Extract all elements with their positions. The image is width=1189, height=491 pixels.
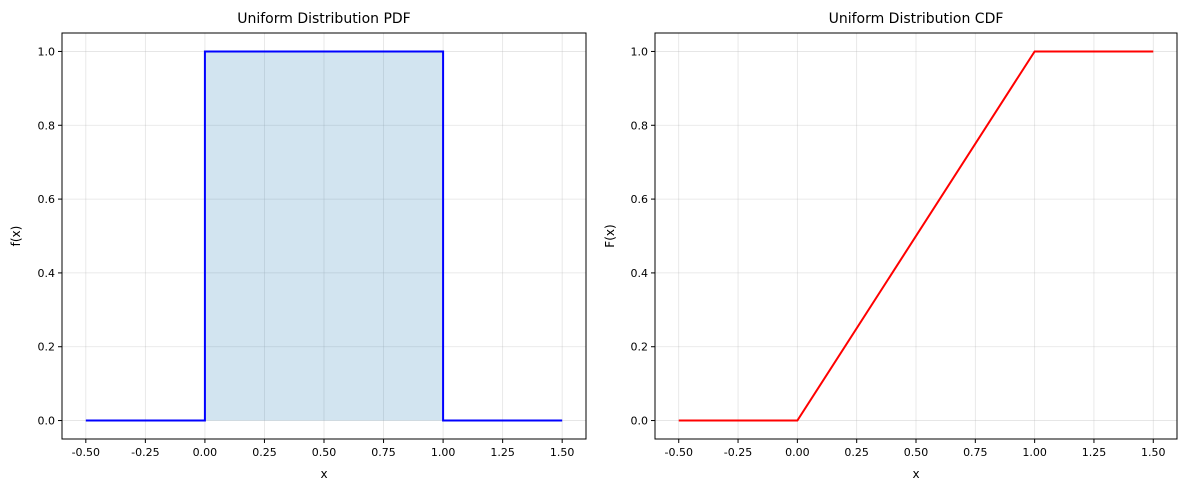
cdf-x-axis-label: x — [912, 467, 919, 481]
pdf-x-tick-label: 0.50 — [312, 446, 337, 459]
cdf-x-tick-label: -0.25 — [724, 446, 752, 459]
pdf-fill-area — [204, 51, 444, 421]
pdf-y-tick-label: 0.6 — [38, 193, 56, 206]
pdf-x-axis-label: x — [320, 467, 327, 481]
pdf-x-tick-label: 1.25 — [490, 446, 515, 459]
pdf-panel: Uniform Distribution PDF x f(x) -0.50 -0.… — [9, 11, 587, 481]
pdf-y-tick-label: 0.4 — [38, 267, 56, 280]
pdf-x-tick-label: 1.00 — [431, 446, 456, 459]
pdf-y-tick-label: 0.2 — [38, 341, 56, 354]
pdf-series-line — [85, 50, 563, 422]
cdf-x-tick-label: 0.00 — [785, 446, 810, 459]
pdf-y-tick-label: 0.0 — [38, 415, 56, 428]
pdf-y-tick-label: 1.0 — [38, 45, 56, 58]
cdf-y-tick-label: 0.2 — [631, 341, 649, 354]
cdf-title: Uniform Distribution CDF — [829, 11, 1004, 27]
cdf-y-tick-label: 0.0 — [631, 415, 649, 428]
cdf-panel: Uniform Distribution CDF x F(x) -0.50 -0.… — [603, 11, 1178, 481]
pdf-x-tick-label: -0.50 — [72, 446, 100, 459]
pdf-x-tick-label: 0.75 — [371, 446, 396, 459]
pdf-x-tick-label: 0.25 — [252, 446, 277, 459]
cdf-series-line — [678, 50, 1154, 422]
cdf-x-tick-label: 1.50 — [1141, 446, 1166, 459]
cdf-y-axis-label: F(x) — [603, 224, 617, 247]
cdf-x-tick-label: -0.50 — [664, 446, 692, 459]
pdf-title: Uniform Distribution PDF — [237, 11, 411, 27]
cdf-y-tick-label: 1.0 — [631, 45, 649, 58]
cdf-x-tick-label: 0.50 — [904, 446, 929, 459]
cdf-x-tick-label: 1.25 — [1082, 446, 1107, 459]
cdf-y-tick-label: 0.6 — [631, 193, 649, 206]
cdf-x-tick-label: 0.75 — [963, 446, 988, 459]
cdf-x-tick-label: 0.25 — [844, 446, 869, 459]
pdf-y-tick-label: 0.8 — [38, 119, 56, 132]
cdf-y-tick-label: 0.8 — [631, 119, 649, 132]
cdf-x-tick-label: 1.00 — [1022, 446, 1047, 459]
pdf-x-tick-label: 0.00 — [193, 446, 218, 459]
pdf-x-tick-label: 1.50 — [550, 446, 575, 459]
pdf-x-tick-label: -0.25 — [131, 446, 159, 459]
cdf-y-tick-label: 0.4 — [631, 267, 649, 280]
pdf-y-axis-label: f(x) — [9, 226, 23, 247]
